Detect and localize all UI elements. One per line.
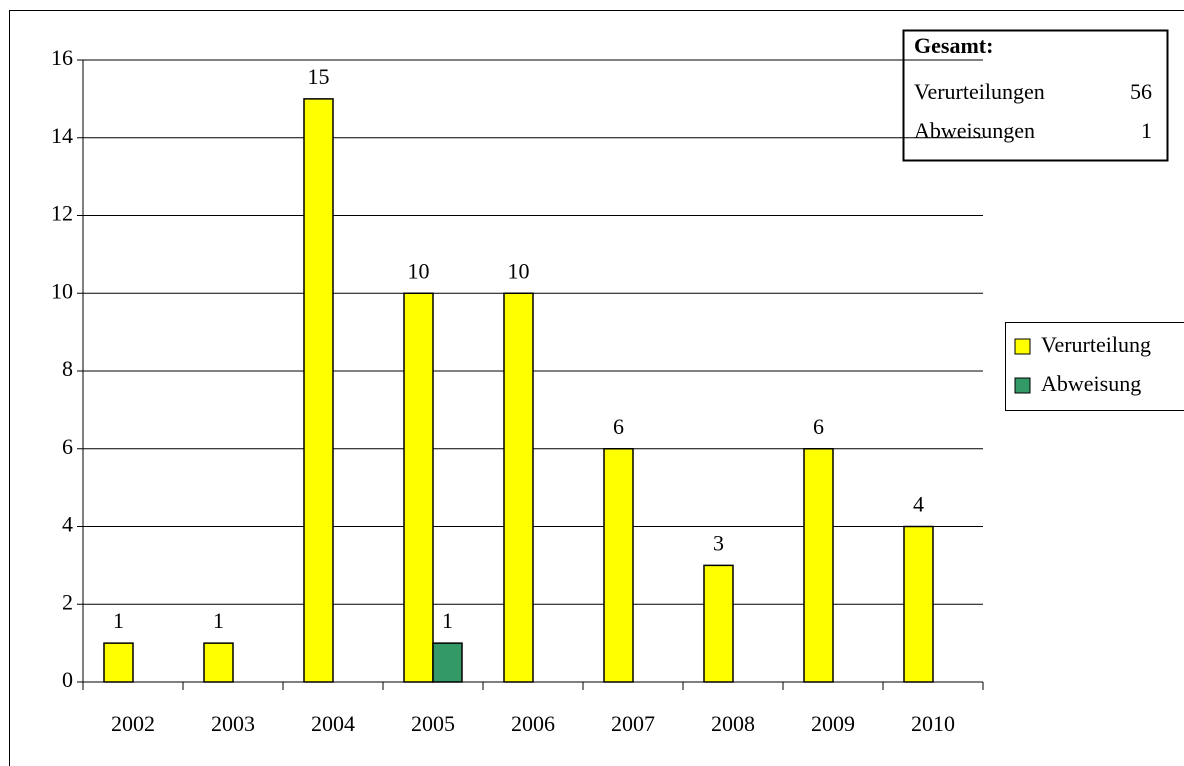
x-tick-label: 2010 xyxy=(911,711,955,736)
x-tick-label: 2008 xyxy=(711,711,755,736)
x-tick-label: 2009 xyxy=(811,711,855,736)
x-tick-label: 2003 xyxy=(211,711,255,736)
bar xyxy=(203,642,234,683)
bar xyxy=(403,292,434,683)
x-tick-label: 2004 xyxy=(311,711,355,736)
legend-swatch xyxy=(1014,338,1031,355)
x-tick-label: 2007 xyxy=(611,711,655,736)
data-label: 4 xyxy=(913,492,924,517)
y-tick-label: 8 xyxy=(62,356,73,381)
data-label: 6 xyxy=(613,414,624,439)
bar xyxy=(432,642,463,683)
summary-title: Gesamt: xyxy=(914,33,993,58)
data-label: 1 xyxy=(442,608,453,633)
legend-label: Abweisung xyxy=(1041,371,1141,396)
bar xyxy=(903,525,934,683)
data-label: 1 xyxy=(213,608,224,633)
bar xyxy=(703,564,734,683)
data-label: 3 xyxy=(713,530,724,555)
bar xyxy=(103,642,134,683)
bar xyxy=(603,448,634,683)
summary-box xyxy=(902,29,1169,162)
y-tick-label: 10 xyxy=(51,278,73,303)
data-label: 10 xyxy=(508,258,530,283)
summary-value: 1 xyxy=(1141,118,1152,143)
y-tick-label: 4 xyxy=(62,512,73,537)
data-label: 1 xyxy=(113,608,124,633)
bar xyxy=(803,448,834,683)
x-tick-label: 2006 xyxy=(511,711,555,736)
data-label: 10 xyxy=(408,258,430,283)
bar xyxy=(503,292,534,683)
x-tick-label: 2002 xyxy=(111,711,155,736)
summary-label: Abweisungen xyxy=(914,118,1035,143)
data-label: 15 xyxy=(308,64,330,89)
y-tick-label: 12 xyxy=(51,201,73,226)
legend-label: Verurteilung xyxy=(1041,332,1151,357)
y-tick-label: 2 xyxy=(62,589,73,614)
legend-swatch xyxy=(1014,377,1031,394)
y-tick-label: 16 xyxy=(51,45,73,70)
bar xyxy=(303,98,334,683)
summary-value: 56 xyxy=(1130,79,1152,104)
y-tick-label: 0 xyxy=(62,667,73,692)
legend-box xyxy=(1005,322,1184,411)
y-tick-label: 6 xyxy=(62,434,73,459)
y-tick-label: 14 xyxy=(51,123,73,148)
data-label: 6 xyxy=(813,414,824,439)
x-tick-label: 2005 xyxy=(411,711,455,736)
summary-label: Verurteilungen xyxy=(914,79,1045,104)
